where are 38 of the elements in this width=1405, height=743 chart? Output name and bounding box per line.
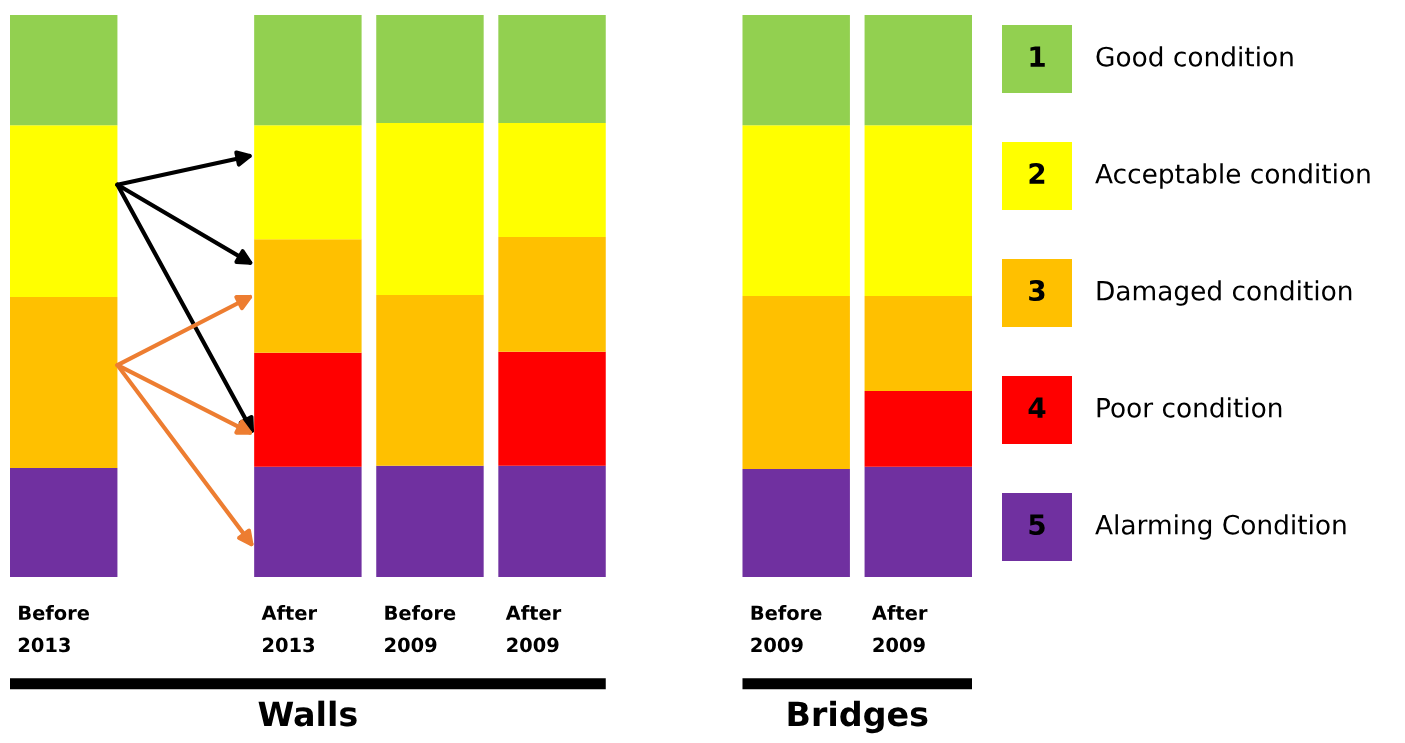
bar: [498, 351, 606, 466]
x-tick-label: After 2009: [871, 605, 928, 653]
x-tick-label: Before 2009: [751, 605, 822, 653]
text: 5: [1029, 514, 1045, 536]
bar: [864, 15, 972, 126]
bar: [742, 125, 850, 296]
bar: [864, 296, 972, 391]
bar: [376, 465, 484, 577]
x-tick-label: Before 2009: [385, 605, 456, 653]
bar: [498, 465, 606, 577]
x-tick-label: Before 2013: [18, 605, 89, 653]
bar: [498, 122, 606, 237]
bar: [864, 466, 972, 577]
text: Good condition: [1096, 46, 1293, 67]
x-tick-label: After 2009: [505, 605, 562, 653]
text: Poor condition: [1097, 397, 1282, 418]
text: 4: [1028, 397, 1046, 418]
bar: [376, 122, 484, 295]
text: Bridges: [788, 700, 928, 734]
text: Acceptable condition: [1095, 163, 1370, 189]
text: 3: [1029, 280, 1045, 302]
bar: [10, 15, 118, 126]
bar: [742, 15, 850, 126]
text: Walls: [258, 700, 357, 727]
bar: [498, 15, 606, 123]
bar: [376, 15, 484, 123]
text: 2: [1029, 163, 1045, 184]
bar: [864, 125, 972, 296]
bar: [864, 390, 972, 467]
bar: [498, 236, 606, 352]
bar: [742, 296, 850, 470]
bar: [376, 294, 484, 466]
text: 1: [1030, 46, 1045, 67]
text: Alarming Condition: [1095, 514, 1346, 540]
bar: [254, 15, 362, 126]
bar: [742, 469, 850, 577]
x-tick-label: After 2013: [261, 605, 318, 653]
text: Damaged condition: [1097, 280, 1352, 306]
